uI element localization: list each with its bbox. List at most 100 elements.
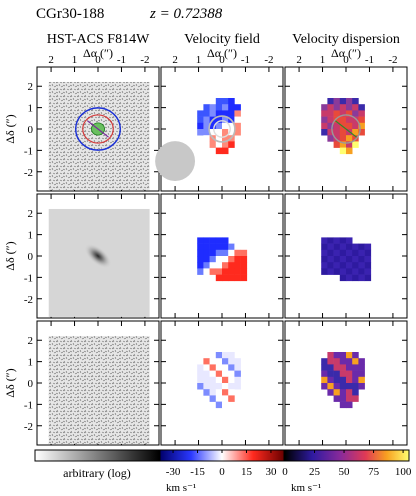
map-pixel [215,135,223,142]
map-pixel [228,104,235,111]
map-pixel [215,358,223,365]
map-pixel [346,116,353,124]
object-name: CGr30-188 [36,6,105,22]
map-pixel [197,358,204,365]
map-pixel [209,122,217,130]
map-pixel [222,256,229,263]
map-pixel [215,122,223,130]
major-axis-line [87,120,109,138]
map-pixel [321,358,328,365]
map-pixel [321,383,328,390]
map-pixel [352,256,359,263]
map-pixel [228,364,235,371]
map-pixel [358,274,365,282]
colorbar-tick-label: -30 [166,466,181,478]
map-pixel [358,122,365,130]
map-pixel [203,376,210,384]
map-pixel [339,249,347,257]
colorbar-tick-label: 0 [282,466,288,478]
map-pixel [346,110,353,117]
map-pixel [358,249,365,257]
map-pixel [333,256,341,263]
y-axis-label: Δδ (″) [3,114,17,143]
map-pixel [203,98,210,105]
redshift-label: z = 0.72388 [150,6,223,22]
map-pixel [327,129,334,136]
x-tick-label: 0 [219,54,225,66]
hst-contour-inner [82,114,114,144]
x-tick-label: 0 [95,54,101,66]
map-pixel [234,256,241,263]
map-pixel [352,268,359,275]
map-pixel [234,110,241,117]
map-pixel [240,274,248,282]
map-pixel [203,262,210,269]
map-pixel [346,383,353,390]
map-pixel [346,135,353,142]
content-layer [48,81,372,444]
map-pixel [358,110,365,117]
map-pixel [209,104,217,111]
map-pixel [339,389,347,396]
map-pixel [234,129,241,136]
map-pixel [203,237,210,244]
map-pixel [358,370,365,378]
map-pixel [346,98,353,105]
map-pixel [215,98,223,105]
psf-contour [208,115,236,143]
map-pixel [234,122,241,130]
map-pixel [209,243,217,251]
map-pixel [222,110,229,117]
map-pixel [346,395,353,402]
map-pixel [333,104,341,111]
map-pixel [240,262,248,269]
map-pixel [222,364,229,371]
map-pixel [339,274,347,282]
map-pixel [203,243,210,251]
map-pixel [352,104,359,111]
map-pixel [346,262,353,269]
colorbar-tick-label: 50 [339,466,351,478]
map-pixel [358,376,365,384]
x-tick-label: -2 [388,54,397,66]
map-pixel [228,389,235,396]
map-pixel [209,249,217,257]
map-pixel [321,364,328,371]
map-pixel [222,370,229,378]
map-pixel [222,116,229,124]
colorbar-tick-label: 75 [368,466,380,478]
hst-image [48,81,150,190]
map-pixel [358,262,365,269]
map-pixel [203,358,210,365]
map-pixel [215,243,223,251]
map-pixel [222,122,229,130]
residual-image [48,335,150,444]
colorbar-tick-label: -15 [190,466,205,478]
map-pixel [339,352,347,359]
map-pixel [321,249,328,257]
map-pixel [333,116,341,124]
map-pixel [352,116,359,124]
x-axis-label: Δα (″) [207,46,237,60]
map-pixel [215,352,223,359]
map-pixel [222,249,229,257]
x-tick-label: -1 [117,54,126,66]
y-tick-label: 2 [28,208,34,220]
map-pixel [228,129,235,136]
map-pixel [240,268,248,275]
map-pixel [203,268,210,275]
map-pixel [209,376,217,384]
x-tick-label: -2 [140,54,149,66]
map-pixel [234,249,241,257]
map-pixel [228,395,235,402]
map-pixel [352,129,359,136]
map-pixel [358,364,365,371]
map-pixel [352,249,359,257]
map-pixel [234,376,241,384]
map-pixel [352,135,359,142]
map-pixel [222,129,229,136]
map-pixel [364,262,372,269]
map-pixel [339,116,347,124]
map-pixel [321,370,328,378]
